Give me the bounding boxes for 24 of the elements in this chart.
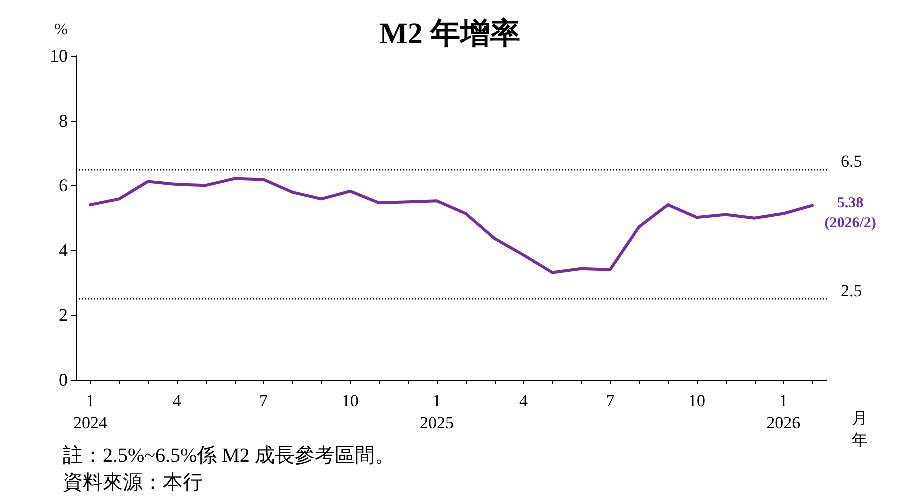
x-tick-label: 10 <box>342 392 359 410</box>
x-tick-label: 4 <box>519 392 528 410</box>
line-series <box>88 177 814 274</box>
x-tick-label: 7 <box>606 392 616 410</box>
data-label: 5.38 (2026/2) <box>824 196 876 232</box>
y-tick-label: 8 <box>59 110 68 131</box>
ref-line-label: 2.5 <box>841 282 862 300</box>
x-tick-label: 1 2026 <box>766 392 801 432</box>
x-axis-title: 月年 <box>852 410 868 450</box>
chart-title: M2 年增率 <box>380 16 520 50</box>
y-tick-label: 4 <box>59 240 68 260</box>
y-tick-label: 6 <box>59 176 68 196</box>
ref-line-label: 6.5 <box>841 152 862 171</box>
x-tick-label: 1 2024 <box>73 392 108 432</box>
text: 註：2.5%~6.5%係 M2 成長參考區間。 <box>63 445 395 467</box>
y-tick-label: 2 <box>59 305 68 326</box>
source-note: 資料來源：本行 <box>63 472 203 494</box>
y-axis-title: % <box>54 22 68 38</box>
x-tick-label: 1 2025 <box>420 392 454 432</box>
x-tick-label: 7 <box>260 392 268 410</box>
y-tick-label: 0 <box>59 370 68 390</box>
x-tick-label: 10 <box>688 392 706 410</box>
x-tick-label: 4 <box>172 392 182 410</box>
y-tick-label: 10 <box>50 46 68 66</box>
